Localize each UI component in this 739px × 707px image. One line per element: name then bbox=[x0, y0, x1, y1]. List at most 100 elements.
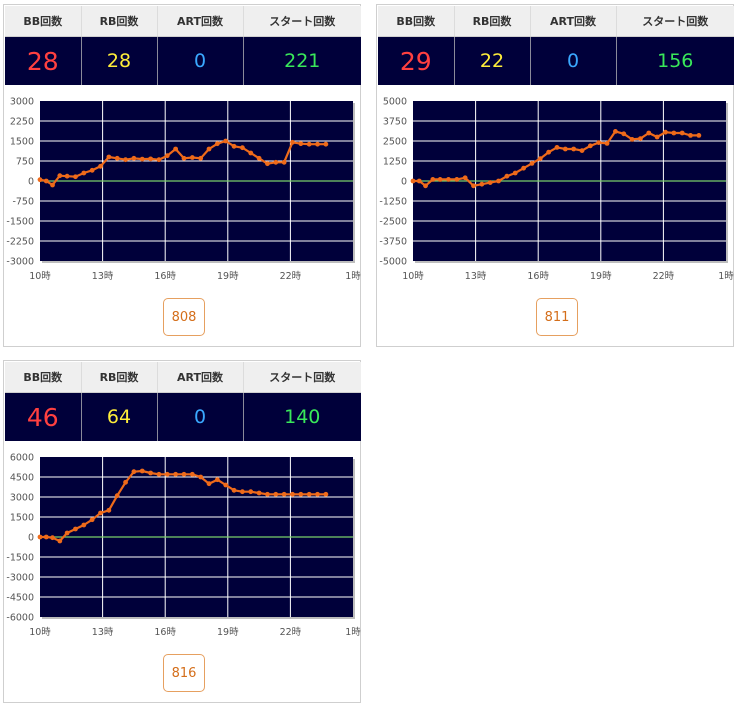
y-tick-label: 1500 bbox=[10, 513, 34, 524]
rb-header: RB回数 bbox=[454, 6, 531, 37]
data-point bbox=[248, 489, 254, 495]
art-header: ART回数 bbox=[530, 6, 617, 37]
y-tick-label: 1500 bbox=[10, 137, 34, 148]
data-point bbox=[189, 155, 195, 160]
machine-number-button[interactable]: 808 bbox=[163, 298, 205, 336]
data-point bbox=[43, 534, 49, 540]
bb-count: 29 bbox=[378, 36, 455, 85]
y-tick-label: -2250 bbox=[6, 237, 34, 248]
data-point bbox=[587, 143, 593, 149]
data-point bbox=[131, 155, 137, 161]
start-header: スタート回数 bbox=[243, 6, 361, 37]
data-point bbox=[613, 129, 618, 134]
data-point bbox=[537, 156, 543, 161]
stats-table: BB回数 RB回数 ART回数 スタート回数 46 64 0 140 bbox=[5, 362, 361, 441]
start-count: 156 bbox=[616, 36, 734, 85]
x-tick-label: 10時 bbox=[29, 627, 51, 638]
data-point bbox=[562, 146, 568, 152]
x-tick-label: 10時 bbox=[402, 271, 424, 282]
data-point bbox=[214, 477, 220, 483]
data-point bbox=[290, 139, 295, 145]
bb-header: BB回数 bbox=[5, 362, 82, 393]
bb-header: BB回数 bbox=[378, 6, 455, 37]
data-point bbox=[496, 178, 501, 184]
data-point bbox=[148, 470, 153, 476]
data-point bbox=[323, 491, 329, 497]
machine-card: BB回数 RB回数 ART回数 スタート回数 28 28 0 221 3000 2250 1500 7… bbox=[3, 4, 361, 347]
data-point bbox=[638, 136, 643, 141]
data-point bbox=[37, 177, 43, 183]
start-header: スタート回数 bbox=[616, 6, 734, 37]
start-header: スタート回数 bbox=[243, 362, 361, 393]
data-point bbox=[106, 154, 112, 160]
rb-header: RB回数 bbox=[81, 6, 158, 37]
machine-number-button[interactable]: 816 bbox=[163, 654, 205, 692]
rb-header: RB回数 bbox=[81, 362, 158, 393]
data-point bbox=[131, 469, 137, 475]
data-point bbox=[57, 538, 63, 544]
data-point bbox=[214, 141, 220, 147]
y-tick-label: 1250 bbox=[383, 157, 407, 168]
data-point bbox=[123, 157, 128, 163]
x-tick-label: 13時 bbox=[92, 271, 114, 282]
rb-count: 64 bbox=[81, 392, 158, 441]
data-point bbox=[98, 163, 103, 169]
data-point bbox=[306, 141, 312, 147]
rb-count: 22 bbox=[454, 36, 531, 85]
data-point bbox=[479, 181, 485, 187]
art-count: 0 bbox=[157, 36, 244, 85]
machine-number-button[interactable]: 811 bbox=[536, 298, 578, 336]
y-tick-label: 0 bbox=[28, 177, 34, 188]
data-point bbox=[679, 130, 685, 136]
data-point bbox=[512, 170, 518, 176]
data-point bbox=[89, 167, 95, 173]
data-point bbox=[206, 481, 212, 487]
data-point bbox=[654, 134, 660, 140]
data-point bbox=[37, 534, 43, 540]
data-point bbox=[89, 517, 95, 523]
data-point bbox=[446, 177, 451, 182]
data-point bbox=[164, 471, 170, 477]
data-point bbox=[64, 530, 70, 536]
art-header: ART回数 bbox=[157, 6, 244, 37]
data-point bbox=[240, 489, 245, 495]
y-tick-label: 5000 bbox=[383, 97, 407, 108]
slump-chart: 5000 3750 2500 1250 0 -1250 -2500 -3750 -5000 10時… bbox=[379, 97, 734, 283]
data-point bbox=[256, 490, 262, 496]
x-tick-label: 1時 bbox=[345, 627, 361, 638]
data-point bbox=[621, 131, 627, 137]
data-point bbox=[504, 173, 510, 179]
data-point bbox=[315, 491, 320, 497]
x-tick-label: 19時 bbox=[217, 627, 239, 638]
data-point bbox=[139, 468, 145, 474]
data-point bbox=[423, 183, 428, 189]
data-point bbox=[471, 183, 476, 189]
data-point bbox=[156, 157, 162, 163]
x-tick-label: 16時 bbox=[154, 271, 176, 282]
data-point bbox=[248, 150, 254, 156]
y-tick-label: 4500 bbox=[10, 473, 34, 484]
data-point bbox=[273, 159, 279, 165]
art-count: 0 bbox=[157, 392, 244, 441]
y-tick-label: -3000 bbox=[6, 257, 34, 268]
data-point bbox=[688, 133, 693, 138]
data-point bbox=[629, 137, 635, 142]
data-point bbox=[81, 522, 87, 528]
bb-header: BB回数 bbox=[5, 6, 82, 37]
data-point bbox=[410, 178, 416, 184]
rb-count: 28 bbox=[81, 36, 158, 85]
data-point bbox=[223, 138, 229, 144]
data-point bbox=[579, 148, 585, 153]
data-point bbox=[430, 177, 436, 182]
x-tick-label: 19時 bbox=[217, 271, 239, 282]
y-tick-label: -4500 bbox=[6, 593, 34, 604]
data-point bbox=[281, 159, 287, 165]
data-point bbox=[596, 140, 602, 145]
data-point bbox=[50, 535, 55, 541]
y-tick-label: 0 bbox=[28, 533, 34, 544]
art-count: 0 bbox=[530, 36, 617, 85]
data-point bbox=[265, 161, 270, 167]
data-point bbox=[98, 510, 103, 516]
y-tick-label: 2250 bbox=[10, 117, 34, 128]
data-point bbox=[256, 155, 262, 161]
